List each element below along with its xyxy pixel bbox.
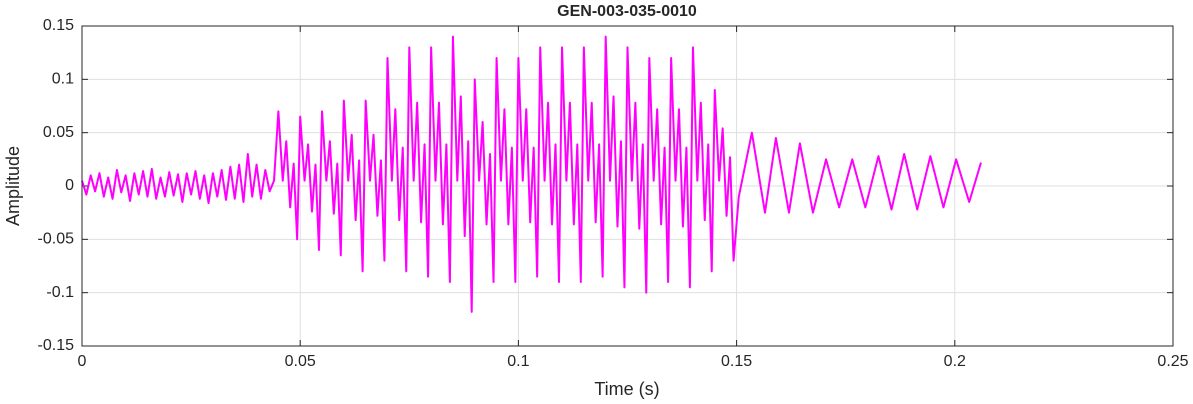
x-axis-label: Time (s) [594, 379, 659, 399]
signal-line [81, 35, 982, 313]
y-tick-label: -0.1 [46, 284, 74, 301]
plot-area [81, 35, 982, 313]
y-tick-label: 0 [65, 177, 74, 194]
y-axis-label: Amplitude [3, 146, 23, 226]
chart-title: GEN-003-035-0010 [557, 3, 697, 20]
y-tick-label: 0.1 [52, 71, 74, 88]
x-tick-label: 0 [78, 353, 87, 370]
x-tick-label: 0.25 [1157, 353, 1188, 370]
x-tick-label: 0.15 [721, 353, 752, 370]
y-tick-label: 0.15 [43, 17, 74, 34]
y-tick-label: 0.05 [43, 124, 74, 141]
y-tick-label: -0.05 [38, 231, 75, 248]
x-tick-label: 0.1 [507, 353, 529, 370]
y-tick-label: -0.15 [38, 337, 75, 354]
x-tick-label: 0.05 [285, 353, 316, 370]
axes-box [81, 25, 1174, 347]
x-tick-label: 0.2 [944, 353, 966, 370]
